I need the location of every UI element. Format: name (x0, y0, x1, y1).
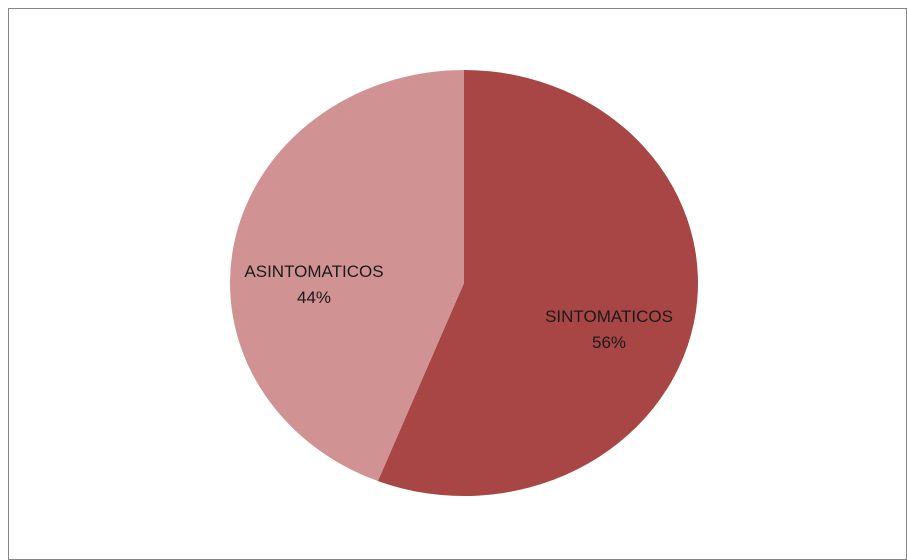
slice-label-sintomaticos: SINTOMATICOS (545, 307, 673, 326)
pie-labels: SINTOMATICOS 56% ASINTOMATICOS 44% (244, 262, 673, 352)
pie-slice-asintomaticos (230, 70, 464, 482)
slice-percent-asintomaticos: 44% (297, 288, 331, 307)
slice-label-asintomaticos: ASINTOMATICOS (244, 262, 383, 281)
pie-slice-sintomaticos (377, 70, 699, 497)
slice-percent-sintomaticos: 56% (592, 333, 626, 352)
pie-slices (230, 70, 699, 497)
